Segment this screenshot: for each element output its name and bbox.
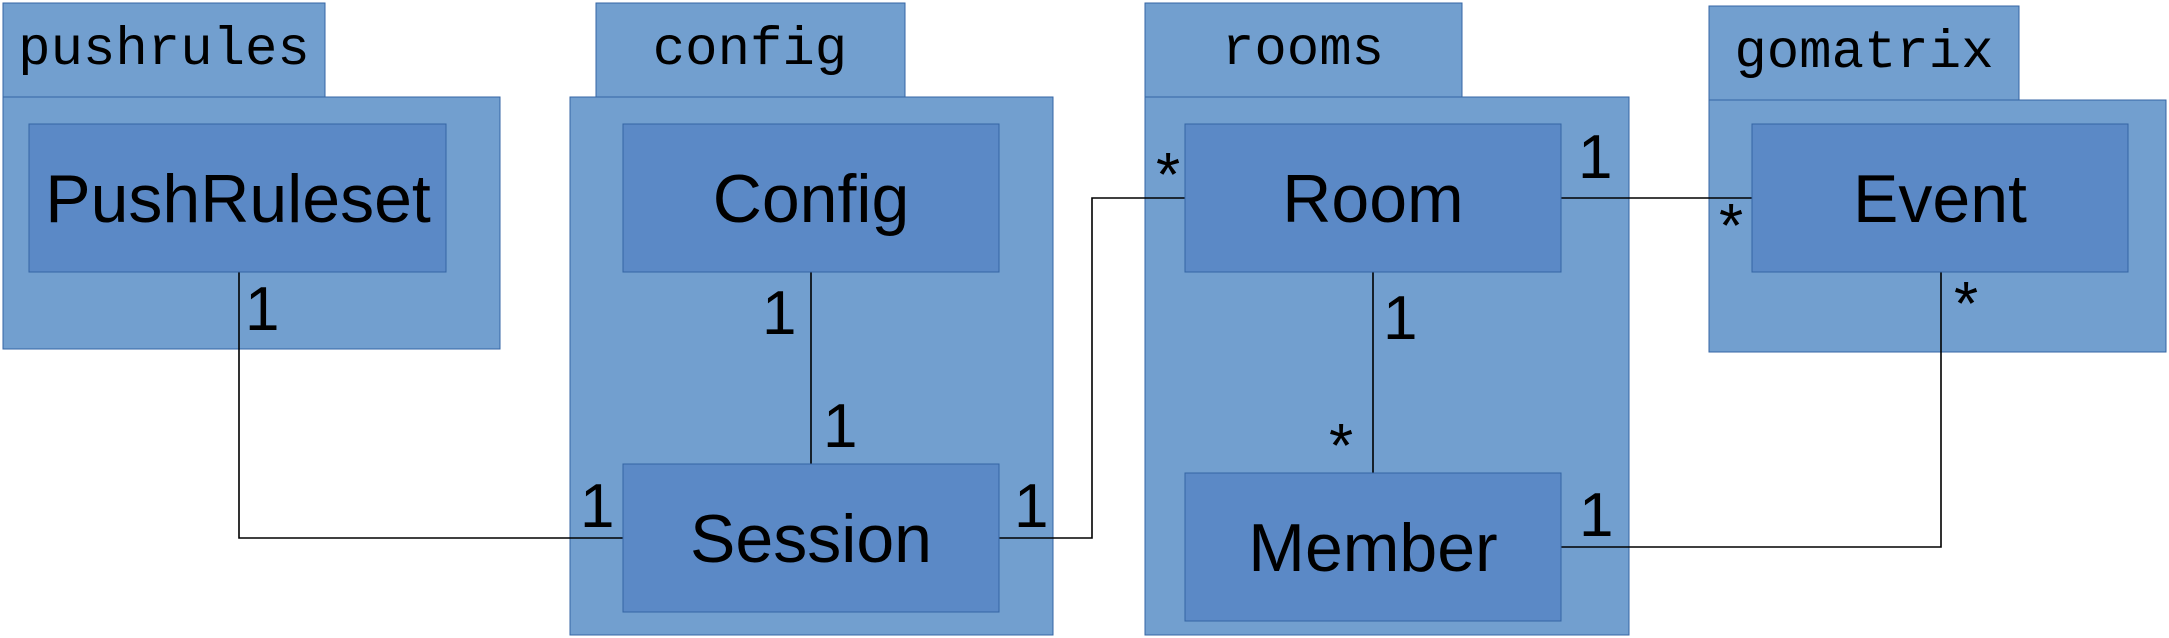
multiplicity-config-end: 1 bbox=[762, 279, 796, 348]
multiplicity-room-event-end: 1 bbox=[1578, 123, 1612, 192]
class-room-box bbox=[1184, 123, 1562, 273]
association-pushruleset-session bbox=[238, 272, 623, 539]
class-member: Member bbox=[1184, 472, 1562, 622]
multiplicity-event-member-end: * bbox=[1954, 270, 1978, 339]
class-pushruleset: PushRuleset bbox=[28, 123, 447, 273]
multiplicity-member-event-end: 1 bbox=[1579, 481, 1613, 550]
multiplicity-session-room-end: 1 bbox=[1014, 472, 1048, 541]
class-session-box bbox=[622, 463, 1000, 613]
class-config: Config bbox=[622, 123, 1000, 273]
multiplicity-event-room-end: * bbox=[1719, 192, 1743, 261]
class-member-label: Member bbox=[1248, 510, 1497, 586]
package-pushrules-tab bbox=[2, 2, 326, 98]
class-pushruleset-label: PushRuleset bbox=[45, 161, 431, 237]
class-session-label: Session bbox=[690, 501, 932, 577]
package-gomatrix-tab bbox=[1708, 5, 2020, 101]
class-config-box bbox=[622, 123, 1000, 273]
package-pushrules-label: pushrules bbox=[18, 20, 310, 81]
association-member-event bbox=[1561, 272, 1942, 548]
class-config-label: Config bbox=[713, 161, 910, 237]
class-room-label: Room bbox=[1282, 161, 1463, 237]
class-room: Room bbox=[1184, 123, 1562, 273]
class-member-box bbox=[1184, 472, 1562, 622]
multiplicity-room-session-end: * bbox=[1156, 141, 1180, 210]
multiplicity-room-member-end: 1 bbox=[1383, 284, 1417, 353]
package-gomatrix-label: gomatrix bbox=[1734, 23, 1993, 84]
multiplicity-member-room-end: * bbox=[1329, 412, 1353, 481]
package-config-label: config bbox=[653, 20, 847, 81]
package-rooms-label: rooms bbox=[1222, 20, 1384, 81]
association-session-room bbox=[999, 197, 1185, 539]
class-pushruleset-box bbox=[28, 123, 447, 273]
multiplicity-session-pushruleset-end: 1 bbox=[580, 472, 614, 541]
class-event: Event bbox=[1751, 123, 2129, 273]
package-rooms-tab bbox=[1144, 2, 1463, 98]
class-event-label: Event bbox=[1853, 161, 2027, 237]
multiplicity-pushruleset-end: 1 bbox=[245, 275, 279, 344]
multiplicity-session-config-end: 1 bbox=[823, 392, 857, 461]
package-config-tab bbox=[595, 2, 906, 98]
class-session: Session bbox=[622, 463, 1000, 613]
class-event-box bbox=[1751, 123, 2129, 273]
